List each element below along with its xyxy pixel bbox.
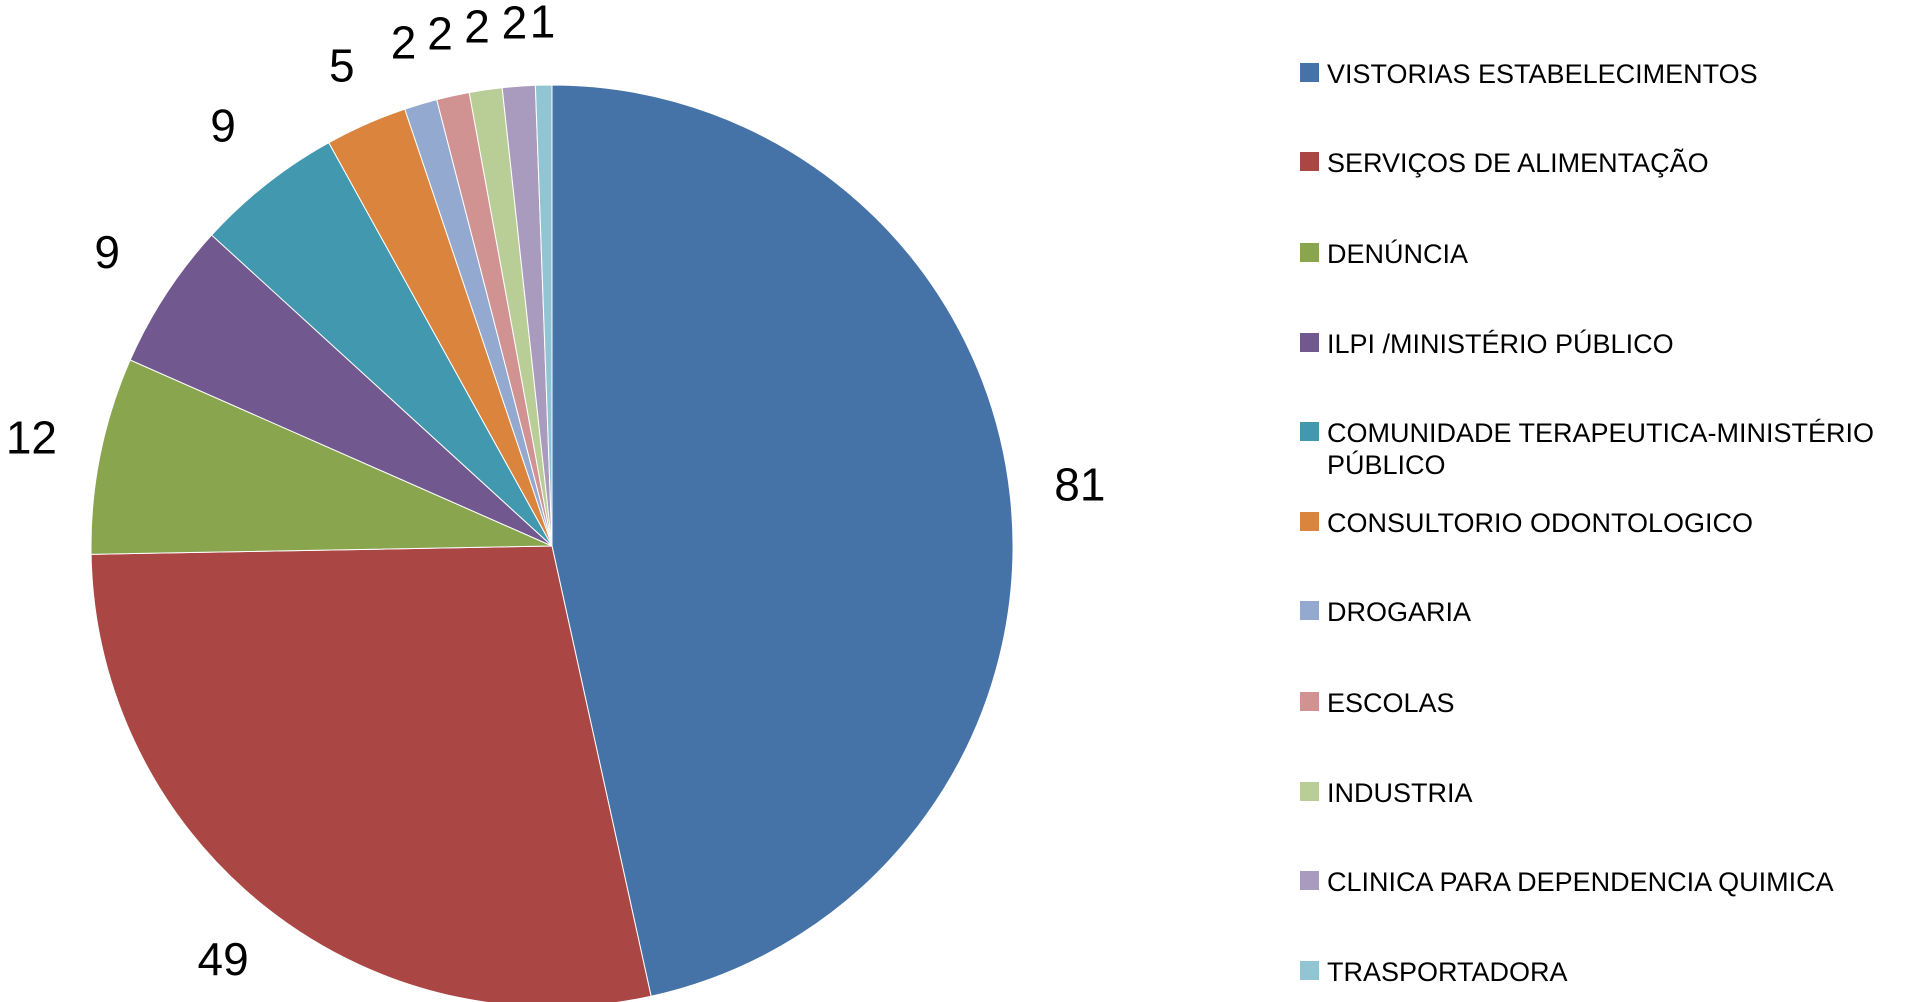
pie-slice <box>551 84 1014 997</box>
legend-label: DENÚNCIA <box>1327 239 1469 269</box>
pie-slice <box>129 234 553 547</box>
legend-swatch <box>1300 782 1319 801</box>
legend-swatch <box>1300 512 1319 531</box>
legend-label: COMUNIDADE TERAPEUTICA-MINISTÉRIO PÚBLIC… <box>1327 418 1875 480</box>
legend-item: ESCOLAS <box>1300 687 1917 719</box>
legend-item: INDUSTRIA <box>1300 777 1917 809</box>
legend-item: ILPI /MINISTÉRIO PÚBLICO <box>1300 328 1917 360</box>
data-label: 12 <box>6 411 57 463</box>
data-label: 2 <box>391 17 417 69</box>
legend-label: ESCOLAS <box>1327 688 1455 718</box>
legend-swatch <box>1300 871 1319 890</box>
data-label: 5 <box>329 39 355 91</box>
data-label: 2 <box>427 7 453 59</box>
pie-slice <box>90 359 553 555</box>
data-label: 81 <box>1054 459 1105 511</box>
legend-item: SERVIÇOS DE ALIMENTAÇÃO <box>1300 147 1917 179</box>
pie-slice <box>90 545 652 1002</box>
data-label: 49 <box>197 933 248 985</box>
legend-item: COMUNIDADE TERAPEUTICA-MINISTÉRIO PÚBLIC… <box>1300 417 1917 481</box>
legend-label: DROGARIA <box>1327 597 1472 627</box>
legend-label: SERVIÇOS DE ALIMENTAÇÃO <box>1327 148 1709 178</box>
data-label: 1 <box>530 0 556 47</box>
legend-label: INDUSTRIA <box>1327 778 1473 808</box>
legend-item: DENÚNCIA <box>1300 238 1917 270</box>
legend-label: VISTORIAS ESTABELECIMENTOS <box>1327 59 1758 89</box>
data-label: 2 <box>464 1 490 53</box>
legend-swatch <box>1300 601 1319 620</box>
data-label: 9 <box>94 226 120 278</box>
legend-swatch <box>1300 422 1319 441</box>
legend-swatch <box>1300 961 1319 980</box>
legend-swatch <box>1300 243 1319 262</box>
legend-label: TRASPORTADORA <box>1327 957 1568 987</box>
pie-slice <box>210 141 553 547</box>
legend-label: ILPI /MINISTÉRIO PÚBLICO <box>1327 329 1674 359</box>
legend-item: CLINICA PARA DEPENDENCIA QUIMICA <box>1300 866 1917 898</box>
legend-item: TRASPORTADORA <box>1300 956 1917 988</box>
data-label: 9 <box>210 99 236 151</box>
legend-swatch <box>1300 152 1319 171</box>
legend-item: VISTORIAS ESTABELECIMENTOS <box>1300 58 1917 90</box>
legend-swatch <box>1300 692 1319 711</box>
legend-label: CONSULTORIO ODONTOLOGICO <box>1327 508 1754 538</box>
pie-slice <box>534 84 553 547</box>
legend-item: CONSULTORIO ODONTOLOGICO <box>1300 507 1917 539</box>
legend-label: CLINICA PARA DEPENDENCIA QUIMICA <box>1327 867 1834 897</box>
legend-swatch <box>1300 63 1319 82</box>
data-label: 2 <box>502 0 528 49</box>
legend-swatch <box>1300 333 1319 352</box>
legend-item: DROGARIA <box>1300 596 1917 628</box>
